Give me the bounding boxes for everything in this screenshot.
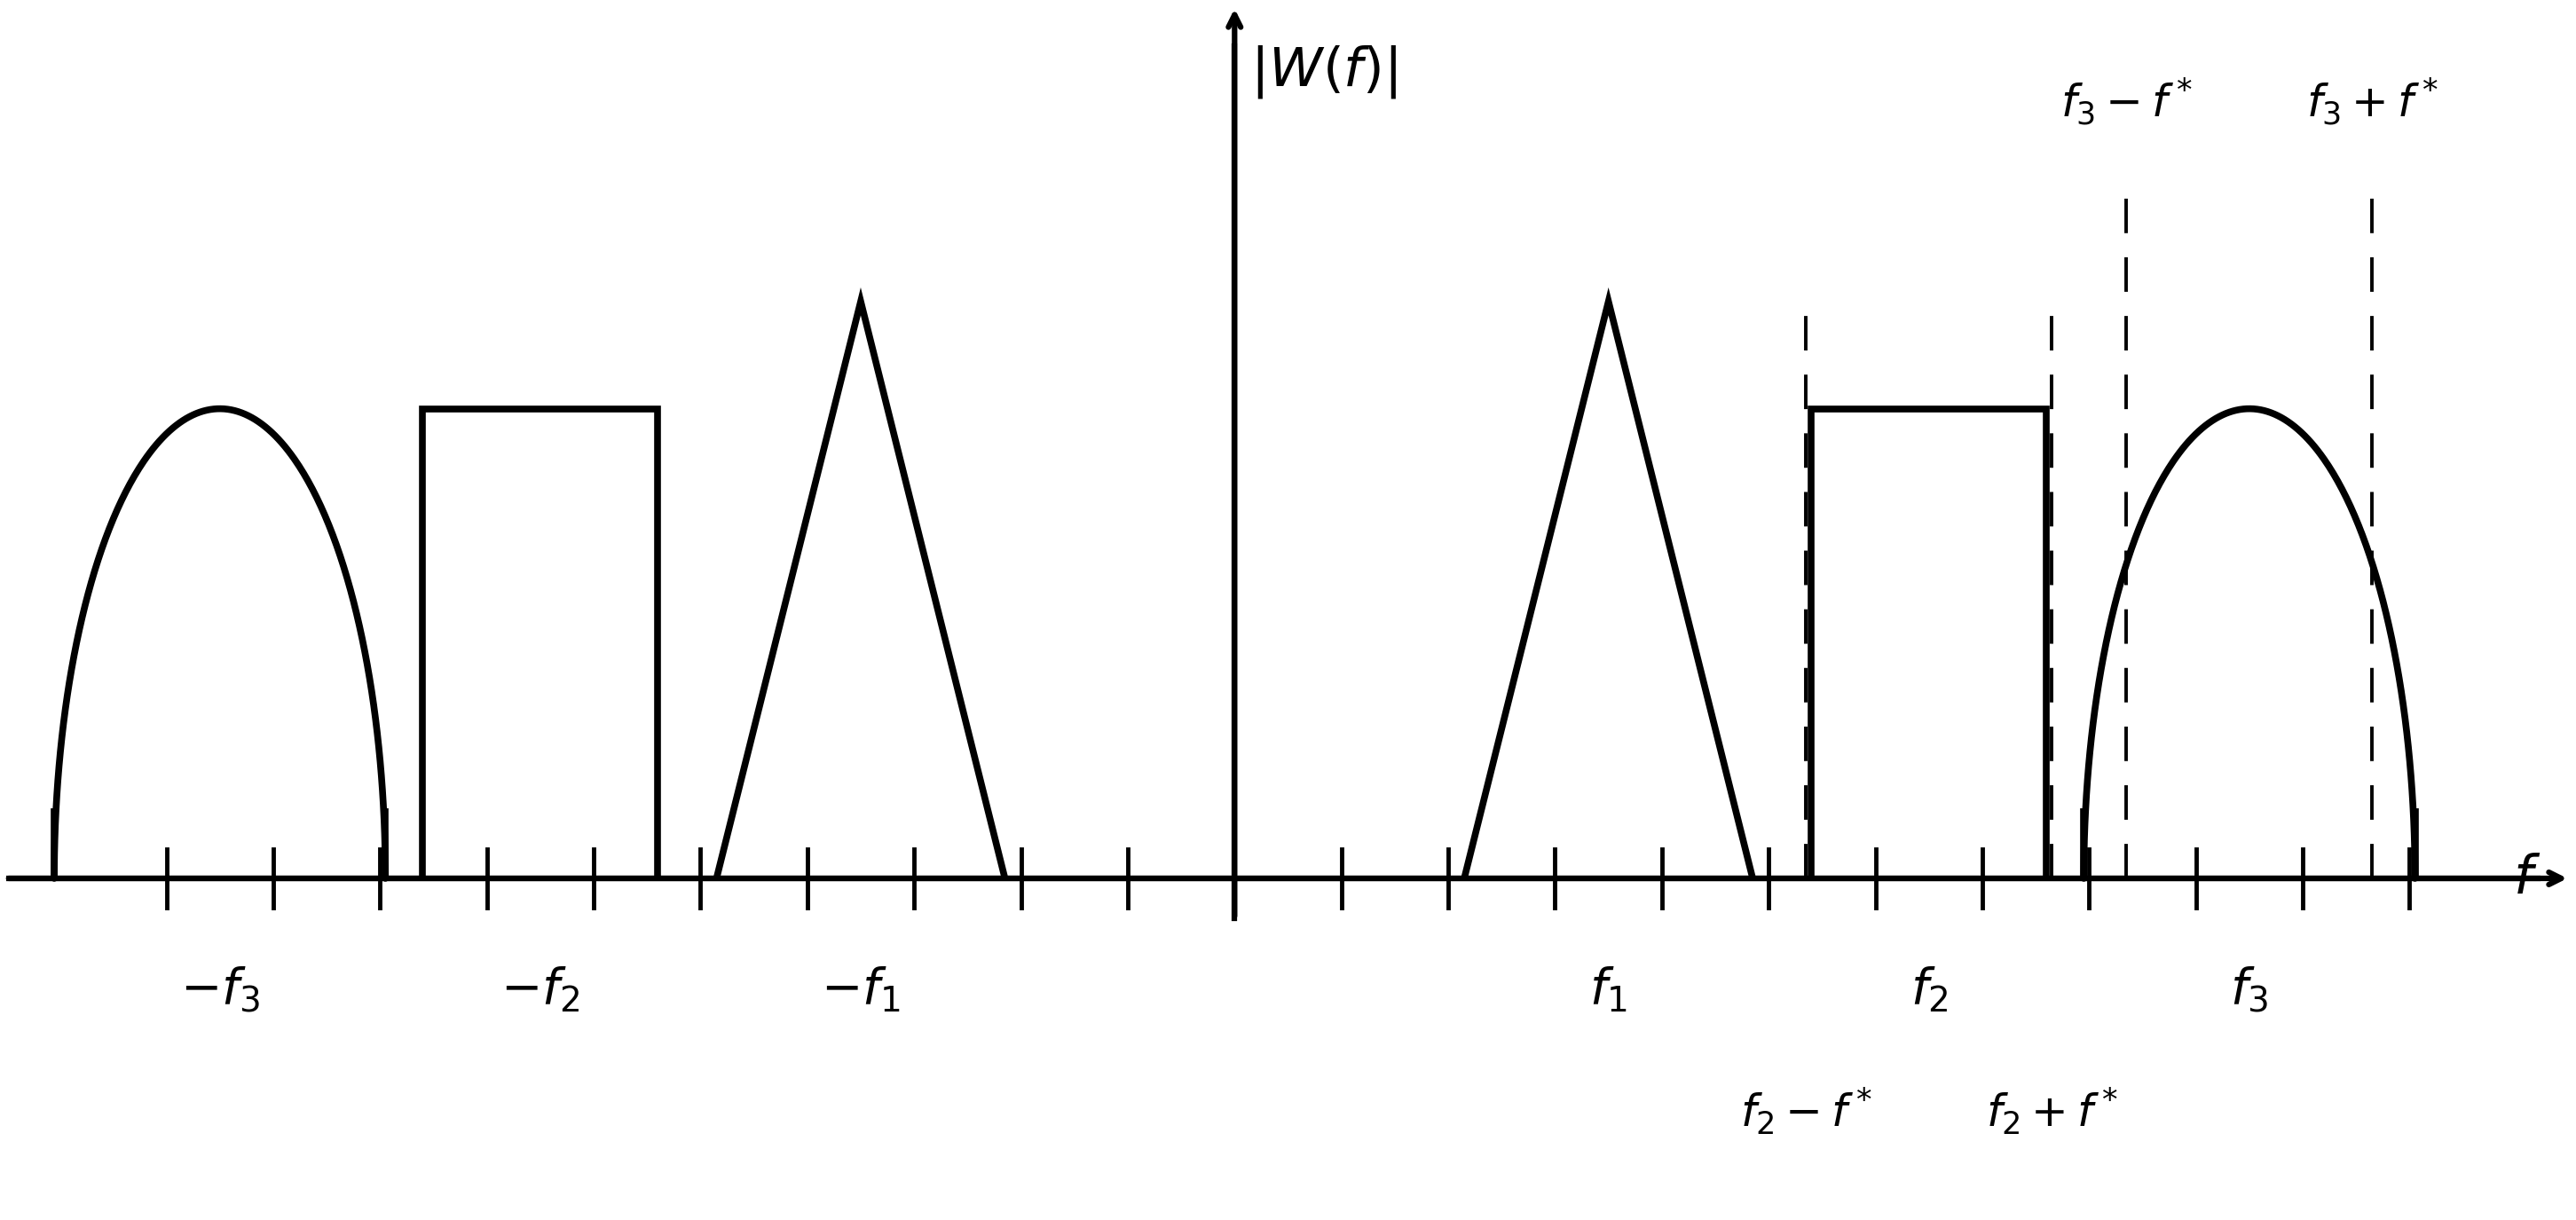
Text: $f_3+f^*$: $f_3+f^*$: [2306, 76, 2439, 127]
Text: $f$: $f$: [2514, 852, 2540, 905]
Text: $f_2$: $f_2$: [1909, 965, 1947, 1014]
Text: $f_2+f^*$: $f_2+f^*$: [1986, 1086, 2117, 1137]
Text: $f_3$: $f_3$: [2231, 965, 2269, 1015]
Text: $f_1$: $f_1$: [1589, 965, 1628, 1014]
Text: $-f_2$: $-f_2$: [500, 965, 580, 1014]
Text: $-f_1$: $-f_1$: [822, 965, 902, 1014]
Text: $f_2-f^*$: $f_2-f^*$: [1739, 1086, 1873, 1137]
Text: $f_3-f^*$: $f_3-f^*$: [2061, 76, 2192, 127]
Text: $-f_3$: $-f_3$: [180, 965, 260, 1015]
Text: $|W(f)|$: $|W(f)|$: [1249, 43, 1396, 100]
